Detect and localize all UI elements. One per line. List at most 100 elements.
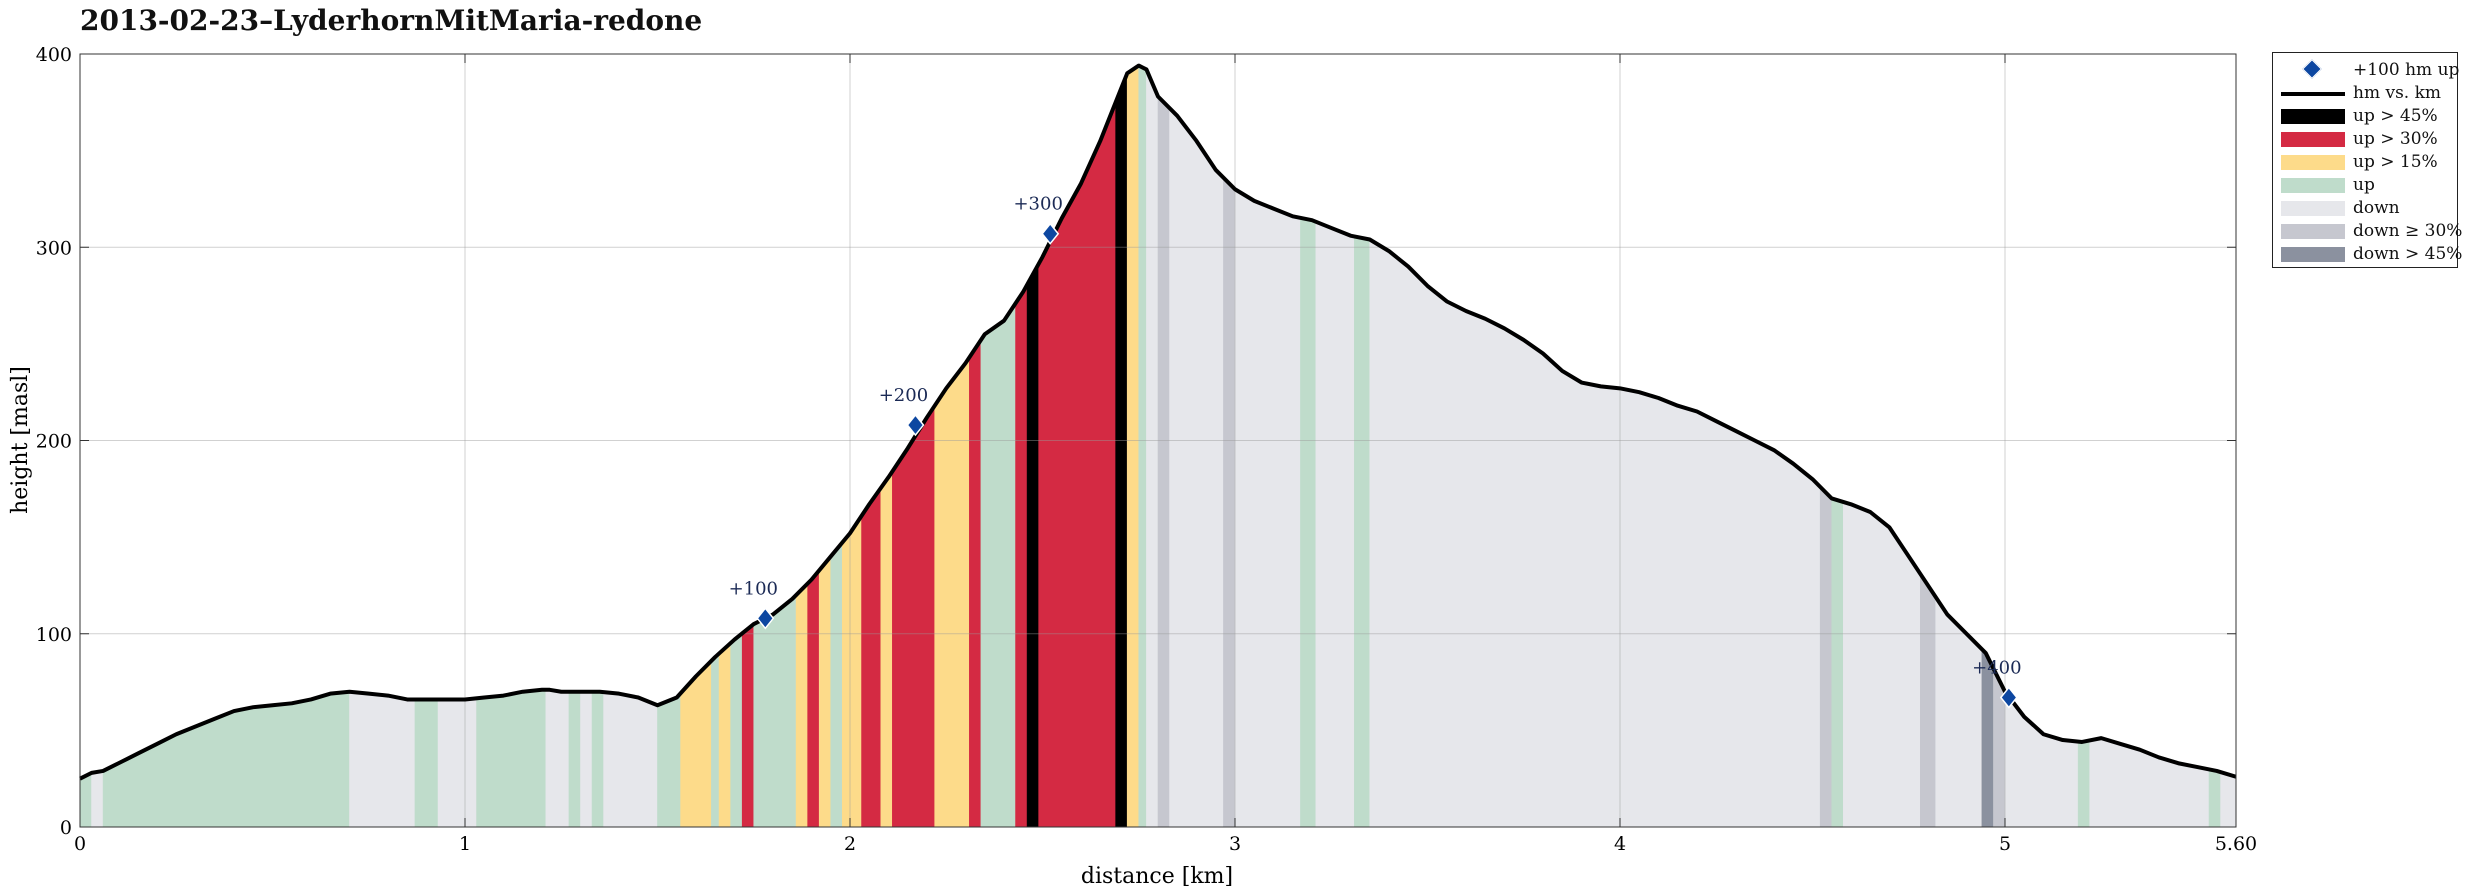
legend-label: down > 45% xyxy=(2353,244,2463,264)
legend-swatch xyxy=(2281,132,2345,147)
segment-down xyxy=(1169,107,1224,828)
segment-steep-down xyxy=(1920,572,1936,828)
segment-up xyxy=(830,541,843,828)
hm-marker-label: +300 xyxy=(1013,194,1062,215)
hm-marker xyxy=(756,607,775,630)
legend-item: up > 15% xyxy=(2273,151,2457,173)
legend-swatch xyxy=(2281,178,2345,193)
segment-very-up xyxy=(969,339,982,828)
x-tick-label: 4 xyxy=(1614,833,1626,855)
legend-label: down ≥ 30% xyxy=(2353,221,2463,241)
profile-line-layer xyxy=(79,63,2237,781)
segment-down xyxy=(1234,188,1301,828)
segment-up xyxy=(591,691,604,828)
segment-down xyxy=(1315,221,1355,828)
axes-layer: 0 1 2 3 4 5 5.60 0 100 200 300 400 xyxy=(36,44,2257,855)
segment-mid-up xyxy=(1126,65,1140,828)
segment-steep-down xyxy=(1157,95,1170,828)
x-tick-label: 1 xyxy=(459,833,471,855)
segment-up xyxy=(753,594,797,828)
legend-swatch xyxy=(2281,201,2345,216)
x-tick-label: 0 xyxy=(74,833,86,855)
segment-steep-up xyxy=(1115,73,1128,828)
legend-swatch xyxy=(2281,224,2345,239)
legend-swatch xyxy=(2281,247,2345,262)
legend-item: down xyxy=(2273,197,2457,219)
x-tick-label: 2 xyxy=(844,833,856,855)
segment-down xyxy=(1843,501,1921,828)
segment-steep-down xyxy=(1819,486,1833,828)
hm-marker xyxy=(906,413,925,437)
legend-label: hm vs. km xyxy=(2353,83,2442,103)
legend-item: up xyxy=(2273,174,2457,196)
segment-up xyxy=(730,632,743,828)
segment-up xyxy=(1138,65,1147,828)
legend: +100 hm up hm vs. km up > 45% up > 30% up > … xyxy=(2272,52,2462,268)
y-tick-label: 0 xyxy=(60,817,72,839)
segment-down xyxy=(2220,771,2237,828)
legend-label: down xyxy=(2353,198,2400,218)
legend-item: up > 30% xyxy=(2273,128,2457,150)
segment-up xyxy=(568,691,581,828)
legend-item: hm vs. km xyxy=(2273,82,2457,104)
segment-up xyxy=(2077,740,2090,828)
segment-mid-up xyxy=(842,514,862,828)
legend-swatch xyxy=(2281,109,2345,124)
segment-down xyxy=(2004,690,2079,828)
legend-swatch xyxy=(2281,155,2345,170)
segment-up xyxy=(980,302,1016,828)
y-tick-label: 200 xyxy=(36,431,72,453)
y-tick-label: 300 xyxy=(36,237,72,259)
segment-up xyxy=(2208,769,2221,828)
segment-down xyxy=(580,691,593,828)
line-icon xyxy=(2281,92,2345,96)
segment-very-up xyxy=(861,487,882,828)
marker-layer: +100 +200 +300 +400 xyxy=(729,194,2022,709)
segment-steep-up xyxy=(1026,262,1039,828)
legend-label: up > 45% xyxy=(2353,106,2438,126)
hm-marker xyxy=(1999,686,2018,709)
segment-down xyxy=(437,697,477,828)
segment-very-up xyxy=(741,623,755,828)
hm-marker-label: +100 xyxy=(729,578,778,599)
profile-line xyxy=(79,63,2237,781)
legend-label: up xyxy=(2353,175,2375,195)
legend-label: up > 15% xyxy=(2353,152,2438,172)
segment-mid-up xyxy=(818,555,832,828)
segment-very-up xyxy=(807,569,820,828)
segment-up xyxy=(414,699,439,828)
chart-title: 2013-02-23–LyderhornMitMaria-redone xyxy=(80,4,703,37)
legend-item: down ≥ 30% xyxy=(2273,220,2462,242)
segment-steep-down xyxy=(1223,176,1236,828)
segment-up xyxy=(1300,217,1317,828)
hm-marker-label: +200 xyxy=(879,385,928,406)
segment-very-up xyxy=(1015,283,1028,828)
segment-down xyxy=(603,691,658,828)
legend-item: +100 hm up xyxy=(2273,59,2460,81)
legend-item: up > 45% xyxy=(2273,105,2457,127)
hm-marker-label: +400 xyxy=(1972,658,2021,679)
x-tick-label: 5.60 xyxy=(2215,833,2257,855)
segment-down xyxy=(1935,596,1983,828)
segment-down xyxy=(545,689,570,828)
x-tick-label: 3 xyxy=(1229,833,1241,855)
segment-up xyxy=(1354,236,1371,828)
segment-mid-up xyxy=(880,470,893,828)
y-axis-label: height [masl] xyxy=(8,366,33,514)
segment-up xyxy=(79,772,92,828)
x-axis-label: distance [km] xyxy=(1081,864,1233,889)
segment-down xyxy=(1369,238,1821,828)
segment-down xyxy=(91,770,104,828)
segment-up xyxy=(476,689,547,828)
x-tick-label: 5 xyxy=(1999,833,2011,855)
segment-down xyxy=(349,691,416,828)
legend-label: +100 hm up xyxy=(2353,60,2460,80)
segment-mid-up xyxy=(934,356,970,828)
segment-up xyxy=(711,652,720,828)
segment-mid-up xyxy=(718,642,731,828)
y-tick-label: 100 xyxy=(36,624,72,646)
segment-down xyxy=(1146,69,1159,828)
segment-up xyxy=(1831,498,1844,828)
y-tick-label: 400 xyxy=(36,44,72,66)
